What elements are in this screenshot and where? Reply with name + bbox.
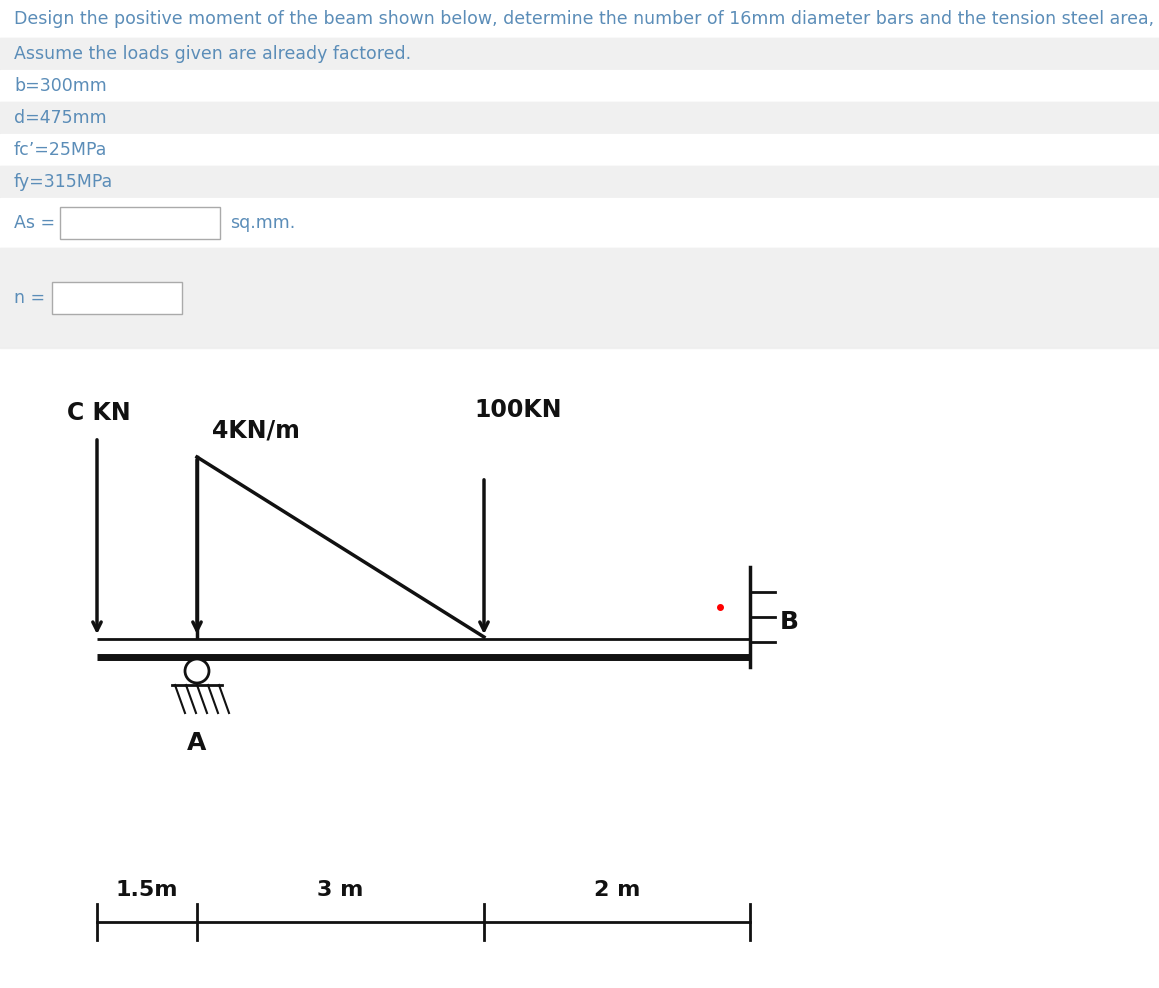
Text: 100KN: 100KN [474, 398, 561, 422]
FancyBboxPatch shape [52, 282, 182, 314]
Text: sq.mm.: sq.mm. [229, 214, 296, 232]
Text: 2 m: 2 m [593, 880, 640, 900]
Text: fy=315MPa: fy=315MPa [14, 173, 114, 191]
Text: fc’=25MPa: fc’=25MPa [14, 141, 108, 159]
Text: 3 m: 3 m [318, 880, 364, 900]
Text: C KN: C KN [67, 401, 131, 425]
Text: d=475mm: d=475mm [14, 109, 107, 127]
Text: A: A [188, 731, 206, 755]
Text: Assume the loads given are already factored.: Assume the loads given are already facto… [14, 45, 411, 63]
Text: 1.5m: 1.5m [116, 880, 178, 900]
Text: b=300mm: b=300mm [14, 77, 107, 95]
Circle shape [185, 659, 209, 683]
Text: Design the positive moment of the beam shown below, determine the number of 16mm: Design the positive moment of the beam s… [14, 10, 1159, 28]
Text: B: B [780, 610, 799, 634]
Text: n =: n = [14, 289, 51, 307]
Text: 4KN/m: 4KN/m [212, 418, 300, 442]
FancyBboxPatch shape [60, 207, 220, 239]
Text: As =: As = [14, 214, 60, 232]
